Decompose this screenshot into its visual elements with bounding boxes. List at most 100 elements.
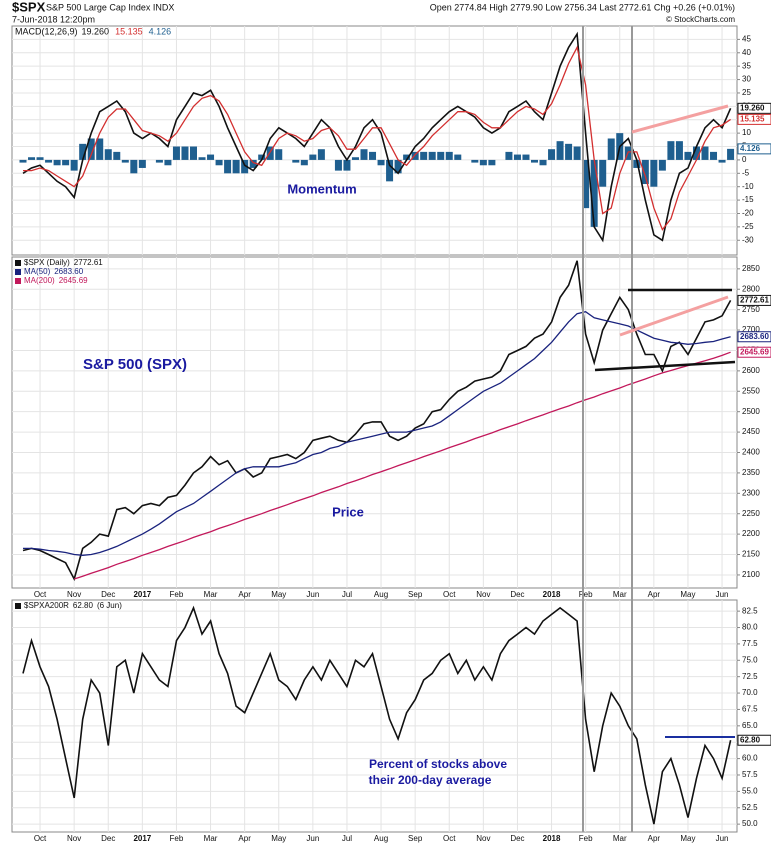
histogram-bar (420, 151, 428, 160)
y-tick-label: 45 (742, 35, 751, 44)
histogram-bar (53, 159, 61, 166)
histogram-bar (727, 148, 735, 160)
trend-line (594, 360, 736, 372)
x-tick-label: 2018 (543, 834, 561, 843)
legend-value: 4.126 (149, 26, 172, 36)
series-line (22, 605, 732, 825)
series-line (22, 260, 732, 582)
legend-label: MA(200) (24, 276, 55, 285)
last-value-label: 62.80 (740, 735, 761, 744)
y-tick-label: 75.0 (742, 655, 758, 664)
annotation: Price (332, 504, 364, 519)
histogram-bar (658, 159, 666, 171)
x-tick-label: Jun (306, 590, 319, 599)
y-tick-label: 2400 (742, 448, 760, 457)
x-tick-label: Jul (342, 834, 352, 843)
y-tick-label: 30 (742, 75, 751, 84)
histogram-bar (207, 154, 215, 160)
legend-swatch (15, 269, 21, 275)
histogram-bar (19, 159, 27, 163)
annotation: their 200-day average (369, 773, 492, 787)
x-tick-label: Jun (716, 834, 729, 843)
histogram-bar (70, 159, 78, 171)
last-value-label: 2683.60 (740, 332, 769, 341)
histogram-bar (113, 151, 121, 160)
y-tick-label: -20 (742, 209, 754, 218)
histogram-bar (369, 151, 377, 160)
x-tick-label: Nov (476, 590, 490, 599)
histogram-bar (692, 146, 700, 160)
last-value-label: 15.135 (740, 114, 765, 123)
histogram-bar (650, 159, 658, 187)
legend-swatch (15, 260, 21, 266)
y-tick-label: -15 (742, 195, 754, 204)
last-value-tag (737, 346, 771, 358)
y-tick-label: 10 (742, 128, 751, 137)
y-tick-label: 72.5 (742, 672, 758, 681)
histogram-bar (445, 151, 453, 160)
y-tick-label: 55.0 (742, 786, 758, 795)
legend-value: 2683.60 (54, 267, 83, 276)
x-tick-label: May (271, 834, 286, 843)
histogram-bar (633, 159, 641, 168)
last-value-tag (737, 294, 771, 306)
y-tick-label: 50.0 (742, 819, 758, 828)
histogram-bar (556, 141, 564, 160)
histogram-bar (667, 141, 675, 160)
y-tick-label: 2350 (742, 468, 760, 477)
histogram-bar (437, 151, 445, 160)
symbol: $SPX (12, 0, 46, 14)
histogram-bar (130, 159, 138, 174)
legend-swatch (15, 278, 21, 284)
histogram-bar (87, 138, 95, 160)
trend-line (631, 104, 729, 134)
y-tick-label: 25 (742, 88, 751, 97)
legend-title: MACD(12,26,9) (15, 26, 78, 36)
histogram-bar (701, 146, 709, 160)
y-tick-label: 67.5 (742, 705, 758, 714)
x-tick-label: May (271, 590, 286, 599)
y-tick-label: 2300 (742, 488, 760, 497)
histogram-bar (488, 159, 496, 166)
histogram-bar (138, 159, 146, 168)
histogram-bar (36, 157, 44, 160)
histogram-bar (62, 159, 70, 166)
series-line (73, 351, 731, 580)
series-line (23, 45, 731, 231)
histogram-bar (121, 159, 129, 163)
legend-suffix: (6 Jun) (97, 601, 122, 610)
annotation: S&P 500 (SPX) (83, 356, 187, 373)
x-tick-label: Nov (67, 590, 81, 599)
x-tick-label: Oct (34, 834, 47, 843)
x-tick-label: Sep (408, 834, 423, 843)
histogram-bar (607, 138, 615, 160)
histogram-bar (172, 146, 180, 160)
x-tick-label: Feb (579, 834, 593, 843)
histogram-bar (224, 159, 232, 174)
histogram-bar (573, 146, 581, 160)
histogram-bar (309, 154, 317, 160)
x-tick-label: Oct (443, 590, 456, 599)
y-tick-label: 2150 (742, 550, 760, 559)
histogram-bar (190, 146, 197, 160)
histogram-bar (548, 149, 556, 160)
histogram-bar (300, 159, 308, 166)
x-tick-label: Jun (306, 834, 319, 843)
histogram-bar (522, 154, 530, 160)
y-tick-label: 2600 (742, 366, 760, 375)
legend-label: $SPXA200R (24, 601, 69, 610)
histogram-bar (675, 141, 683, 160)
x-tick-label: 2018 (543, 590, 561, 599)
x-tick-label: 2017 (133, 590, 151, 599)
histogram-bar (275, 149, 283, 160)
y-tick-label: -10 (742, 182, 754, 191)
y-tick-label: 57.5 (742, 770, 758, 779)
y-tick-label: 2100 (742, 570, 760, 579)
x-tick-label: Dec (101, 834, 115, 843)
histogram-bar (565, 143, 573, 160)
last-value-tag (737, 102, 771, 114)
histogram-bar (45, 159, 53, 163)
x-tick-label: Dec (510, 834, 524, 843)
y-tick-label: 2200 (742, 529, 760, 538)
histogram-bar (403, 154, 411, 160)
